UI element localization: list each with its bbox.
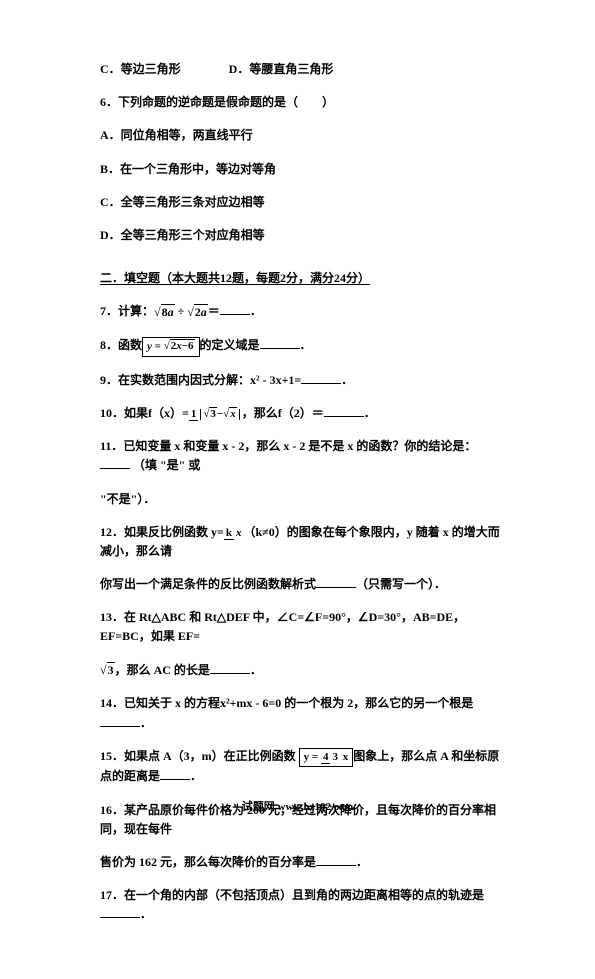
q8-suffix: ． [300,338,312,352]
q16-line2: 售价为 162 元，那么每次降价的百分率是 ． [100,853,505,872]
q10: 10．如果f（x）=1√3−√x，那么f（2）＝． [100,404,505,423]
q13-blank [210,661,250,674]
q9-blank [301,371,341,384]
q15-suffix: ． [190,769,202,783]
q12-blank [316,575,356,588]
q14-suffix: ． [140,716,152,730]
q11-text1: 11．已知变量 x 和变量 x - 2，那么 x - 2 是不是 x 的函数？你… [100,439,476,453]
q16-text2a: 售价为 162 元，那么每次降价的百分率是 [100,855,316,869]
q6d: D．全等三角形三个对应角相等 [100,226,505,245]
section-2-title: 二．填空题（本大题共12题，每题2分，满分24分） [100,269,505,288]
q9-text: 9．在实数范围内因式分解：x² - 3x+1= [100,373,301,387]
q16-blank [316,853,356,866]
q14-blank [100,714,140,727]
q14-prefix: 14．已知关于 x 的方程x²+mx - 6=0 的一个根为 2，那么它的另一个… [100,696,473,710]
q11-blank [100,456,130,469]
q8-blank [260,336,300,349]
exam-page: C．等边三角形 D．等腰直角三角形 6．下列命题的逆命题是假命题的是（ ） A．… [0,0,595,979]
q13-text2b: ． [250,663,262,677]
q10-mid: ，那么f（2）＝ [242,406,324,420]
q7-eq: ＝ [208,304,220,318]
q8-mid: 的定义域是 [200,338,260,352]
q11-line1: 11．已知变量 x 和变量 x - 2，那么 x - 2 是不是 x 的函数？你… [100,437,505,475]
q6a: A．同位角相等，两直线平行 [100,126,505,145]
q17-suffix: ． [140,907,152,921]
q7: 7．计算：√8a ÷ √2a＝． [100,302,505,322]
q11-line2: "不是"）． [100,490,505,509]
q12-line1: 12．如果反比例函数 y=kx（k≠0）的图象在每个象限内，y 随着 x 的增大… [100,523,505,561]
q6: 6．下列命题的逆命题是假命题的是（ ） [100,93,505,112]
q10-suffix: ． [364,406,376,420]
q10-blank [324,404,364,417]
q12-text2b: （只需写一个）． [356,577,446,591]
q7-prefix: 7．计算： [100,304,154,318]
q7-blank [220,302,250,315]
q10-prefix: 10．如果f（x）= [100,406,189,420]
q16-text2b: ． [356,855,368,869]
q7-suffix: ． [250,304,262,318]
q14: 14．已知关于 x 的方程x²+mx - 6=0 的一个根为 2，那么它的另一个… [100,694,505,732]
q12-text2a: 你写出一个满足条件的反比例函数解析式 [100,577,316,591]
q9: 9．在实数范围内因式分解：x² - 3x+1= ． [100,371,505,390]
q12-text1a: 12．如果反比例函数 y= [100,525,224,539]
page-footer: 试题网 www.hz102.com [0,798,595,814]
q13-line1: 13．在 Rt△ABC 和 Rt△DEF 中，∠C=∠F=90°，∠D=30°，… [100,608,505,646]
q6c: C．全等三角形三条对应边相等 [100,193,505,212]
q15-prefix: 15．如果点 A（3，m）在正比例函数 [100,749,296,763]
q-option-cd: C．等边三角形 D．等腰直角三角形 [100,60,505,79]
q17-blank [100,905,140,918]
q9-suffix: ． [341,373,353,387]
q13-text2a: ，那么 AC 的长是 [115,663,210,677]
q6b: B．在一个三角形中，等边对等角 [100,160,505,179]
q8: 8．函数y = √2x−6的定义域是． [100,336,505,357]
q17: 17．在一个角的内部（不包括顶点）且到角的两边距离相等的点的轨迹是 ． [100,886,505,924]
q15: 15．如果点 A（3，m）在正比例函数 y = 43 x图象上，那么点 A 和坐… [100,747,505,787]
q15-blank [160,767,190,780]
q11-suffix1: （填 "是" 或 [133,458,200,472]
q17-prefix: 17．在一个角的内部（不包括顶点）且到角的两边距离相等的点的轨迹是 [100,888,484,902]
q8-prefix: 8．函数 [100,338,142,352]
q12-line2: 你写出一个满足条件的反比例函数解析式 （只需写一个）． [100,575,505,594]
q13-line2: √3，那么 AC 的长是． [100,661,505,681]
